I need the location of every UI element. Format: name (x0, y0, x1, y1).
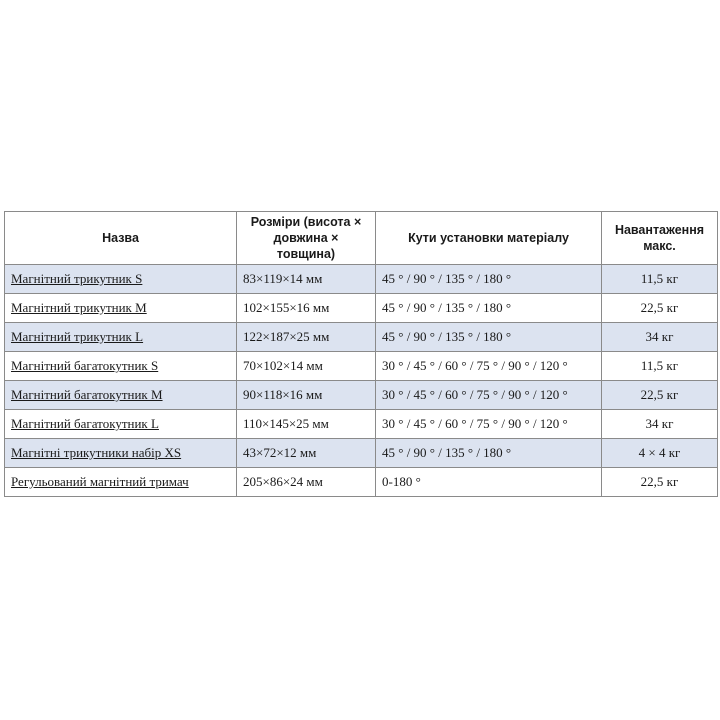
cell-max-load: 11,5 кг (601, 351, 718, 381)
product-link[interactable]: Магнітний багатокутник L (11, 416, 159, 431)
table-row: Магнітний багатокутник M 90×118×16 мм 30… (4, 380, 718, 410)
table-row: Магнітний трикутник M 102×155×16 мм 45 °… (4, 293, 718, 323)
cell-dimensions: 83×119×14 мм (236, 264, 376, 294)
cell-name: Магнітний трикутник L (4, 322, 237, 352)
cell-max-load: 4 × 4 кг (601, 438, 718, 468)
cell-name: Магнітний трикутник M (4, 293, 237, 323)
cell-max-load: 34 кг (601, 409, 718, 439)
cell-angles: 0-180 ° (375, 467, 602, 497)
product-link[interactable]: Магнітний багатокутник S (11, 358, 159, 373)
header-dimensions: Розміри (висота × довжина × товщина) (236, 211, 376, 265)
cell-name: Регульований магнітний тримач (4, 467, 237, 497)
product-link[interactable]: Магнітний трикутник S (11, 271, 143, 286)
cell-dimensions: 110×145×25 мм (236, 409, 376, 439)
cell-dimensions: 70×102×14 мм (236, 351, 376, 381)
product-link[interactable]: Магнітний багатокутник M (11, 387, 163, 402)
cell-name: Магнітний трикутник S (4, 264, 237, 294)
table-row: Магнітний багатокутник S 70×102×14 мм 30… (4, 351, 718, 381)
cell-angles: 30 ° / 45 ° / 60 ° / 75 ° / 90 ° / 120 ° (375, 380, 602, 410)
cell-dimensions: 43×72×12 мм (236, 438, 376, 468)
cell-name: Магнітні трикутники набір XS (4, 438, 237, 468)
cell-dimensions: 90×118×16 мм (236, 380, 376, 410)
specifications-table: Назва Розміри (висота × довжина × товщин… (4, 211, 718, 497)
product-link[interactable]: Магнітні трикутники набір XS (11, 445, 182, 460)
cell-angles: 30 ° / 45 ° / 60 ° / 75 ° / 90 ° / 120 ° (375, 409, 602, 439)
table-row: Магнітні трикутники набір XS 43×72×12 мм… (4, 438, 718, 468)
cell-max-load: 11,5 кг (601, 264, 718, 294)
cell-dimensions: 102×155×16 мм (236, 293, 376, 323)
table-row: Магнітний багатокутник L 110×145×25 мм 3… (4, 409, 718, 439)
cell-dimensions: 205×86×24 мм (236, 467, 376, 497)
header-name: Назва (4, 211, 237, 265)
cell-max-load: 22,5 кг (601, 380, 718, 410)
cell-angles: 45 ° / 90 ° / 135 ° / 180 ° (375, 438, 602, 468)
header-max-load: Навантаження макс. (601, 211, 718, 265)
product-link[interactable]: Регульований магнітний тримач (11, 474, 189, 489)
cell-angles: 30 ° / 45 ° / 60 ° / 75 ° / 90 ° / 120 ° (375, 351, 602, 381)
cell-angles: 45 ° / 90 ° / 135 ° / 180 ° (375, 322, 602, 352)
cell-max-load: 22,5 кг (601, 293, 718, 323)
product-link[interactable]: Магнітний трикутник L (11, 329, 144, 344)
cell-angles: 45 ° / 90 ° / 135 ° / 180 ° (375, 293, 602, 323)
table-header-row: Назва Розміри (висота × довжина × товщин… (4, 211, 718, 265)
header-angles: Кути установки матеріалу (375, 211, 602, 265)
cell-max-load: 34 кг (601, 322, 718, 352)
cell-angles: 45 ° / 90 ° / 135 ° / 180 ° (375, 264, 602, 294)
cell-name: Магнітний багатокутник S (4, 351, 237, 381)
cell-name: Магнітний багатокутник L (4, 409, 237, 439)
cell-dimensions: 122×187×25 мм (236, 322, 376, 352)
cell-max-load: 22,5 кг (601, 467, 718, 497)
table-row: Магнітний трикутник L 122×187×25 мм 45 °… (4, 322, 718, 352)
table-row: Магнітний трикутник S 83×119×14 мм 45 ° … (4, 264, 718, 294)
table-row: Регульований магнітний тримач 205×86×24 … (4, 467, 718, 497)
cell-name: Магнітний багатокутник M (4, 380, 237, 410)
product-link[interactable]: Магнітний трикутник M (11, 300, 147, 315)
